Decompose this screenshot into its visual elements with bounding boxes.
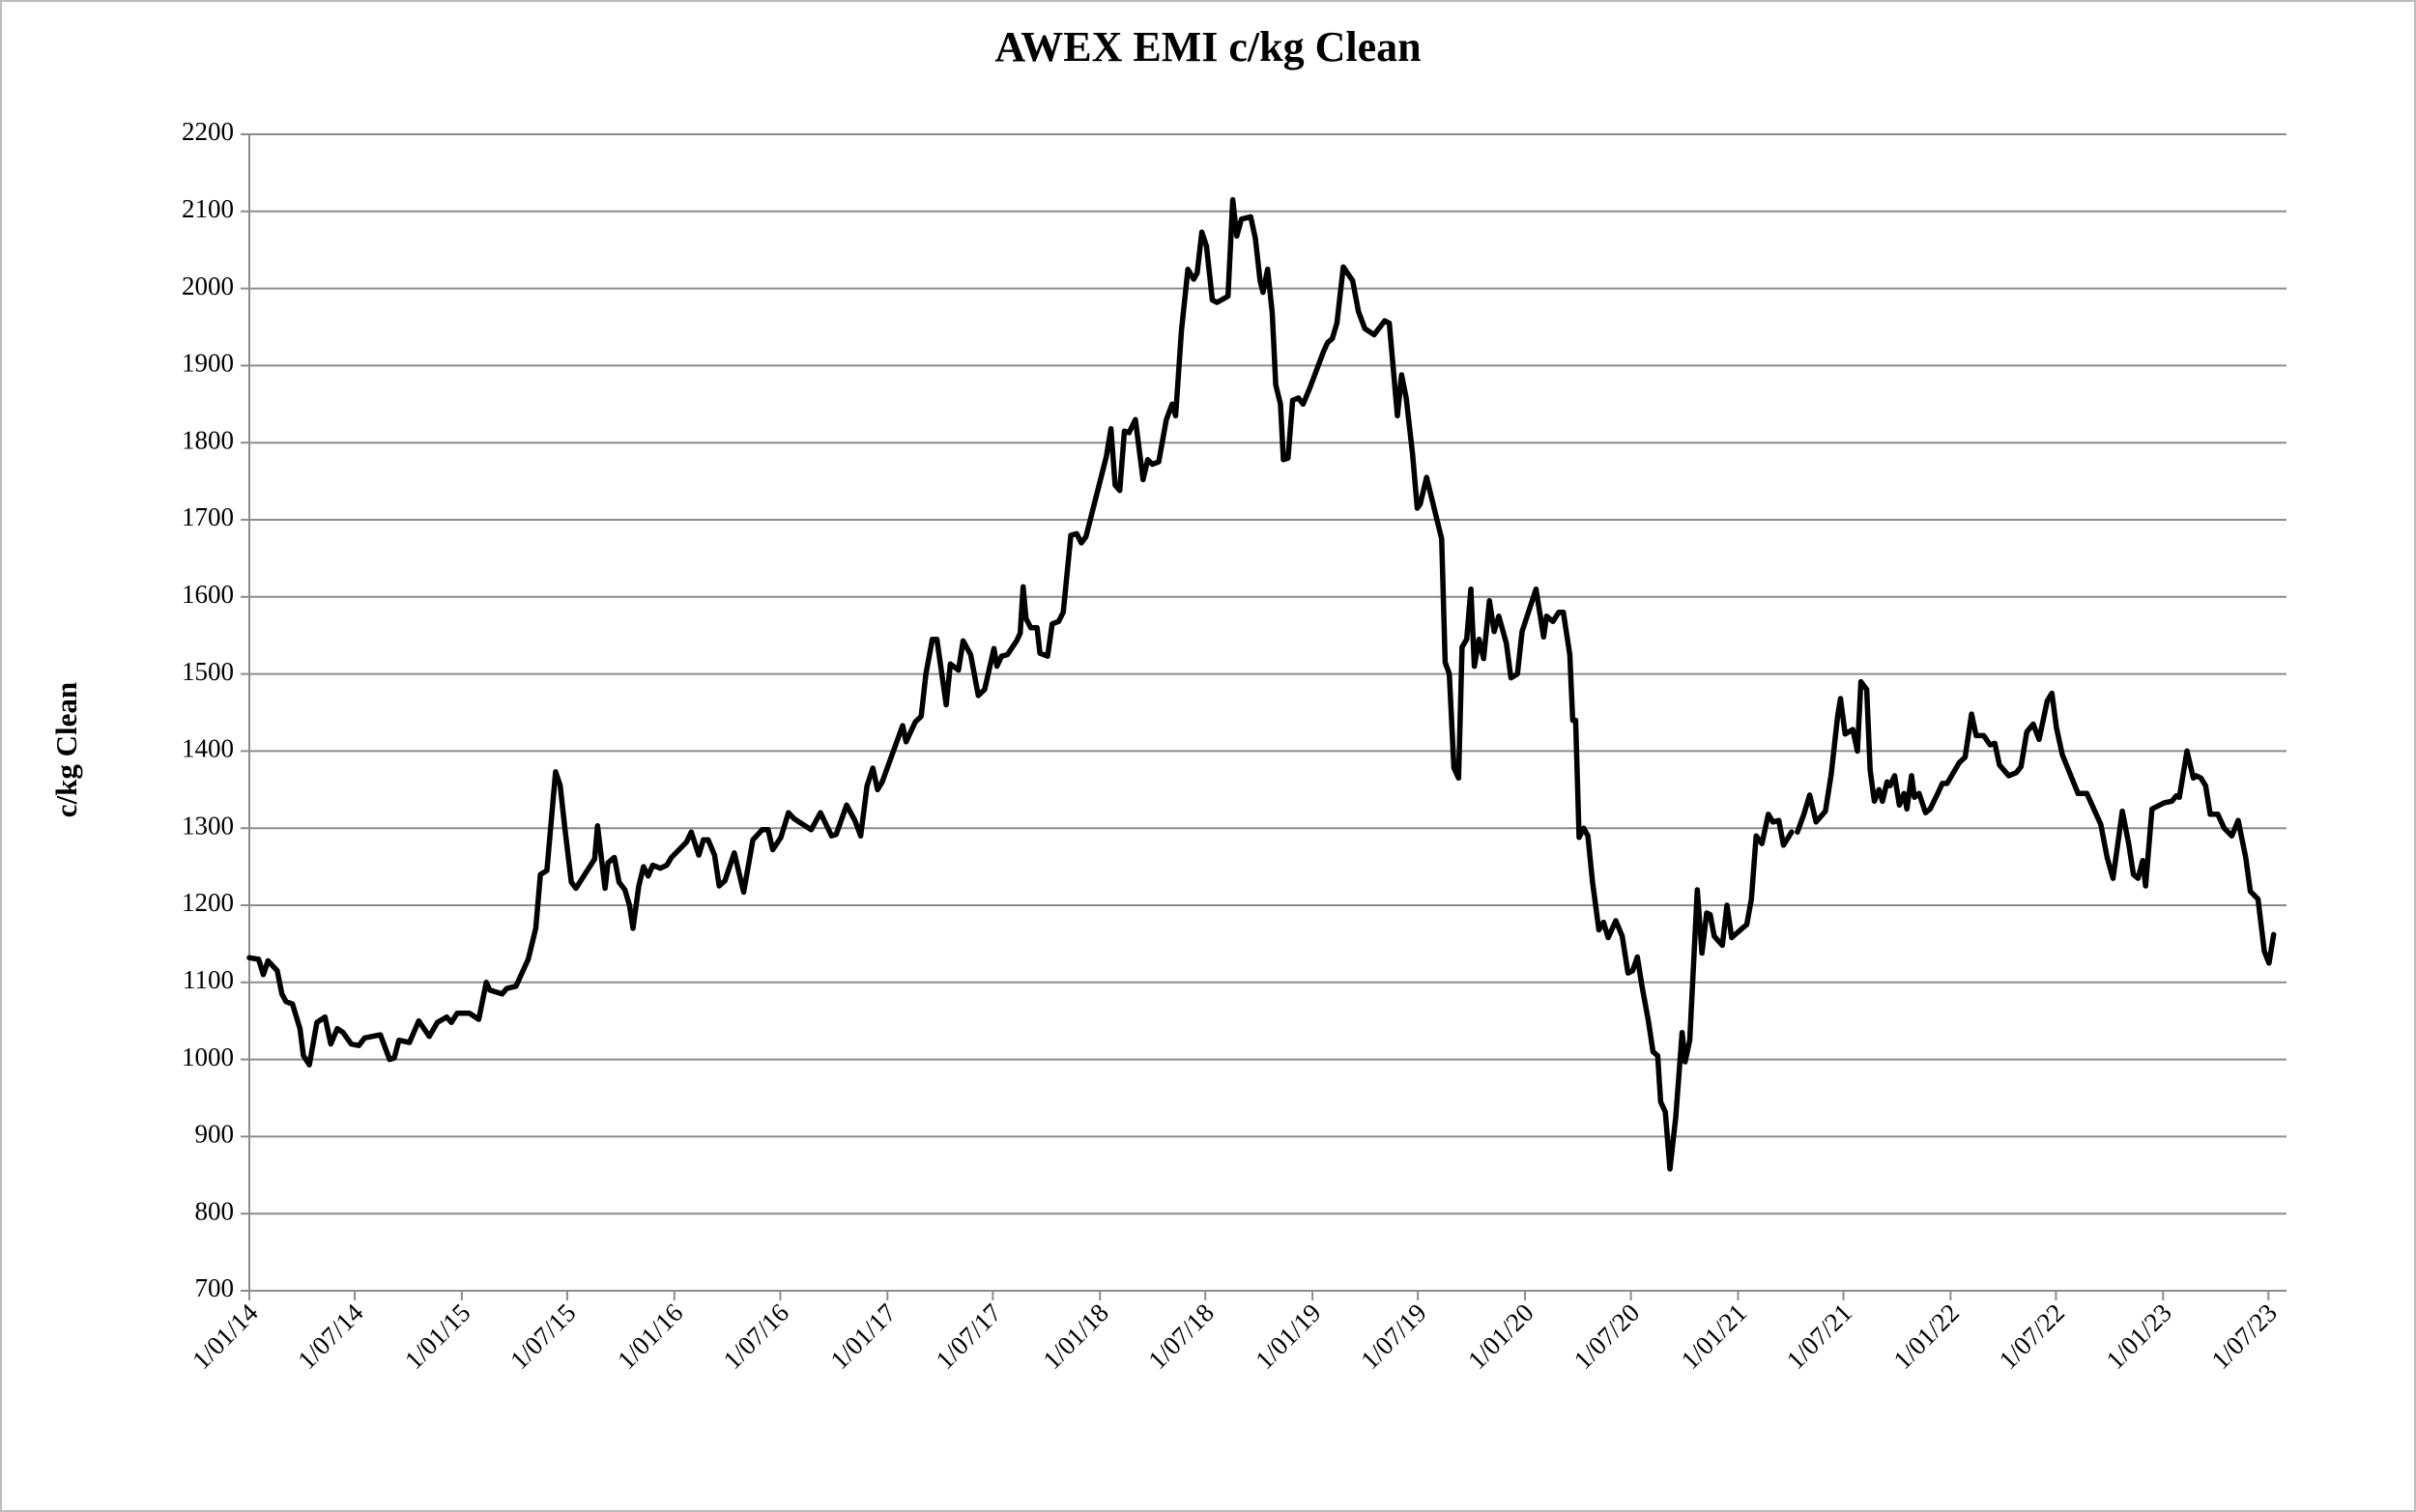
- y-tick-label: 1500: [182, 657, 234, 686]
- y-tick-label: 900: [195, 1120, 235, 1149]
- data-line: [246, 197, 2277, 1172]
- y-tick-label: 2200: [182, 117, 234, 146]
- y-axis-label: c/kg Clean: [49, 682, 83, 817]
- y-tick-label: 1700: [182, 502, 234, 531]
- y-tick-label: 1300: [182, 811, 234, 840]
- y-tick-label: 1000: [182, 1042, 234, 1071]
- y-tick-label: 1800: [182, 425, 234, 454]
- y-tick-label: 1900: [182, 349, 234, 378]
- y-tick-label: 800: [195, 1196, 235, 1225]
- plot: [246, 197, 2277, 1172]
- y-tick-label: 2000: [182, 271, 234, 300]
- chart-title: AWEX EMI c/kg Clean: [994, 23, 1421, 71]
- y-tick-label: 1600: [182, 580, 234, 609]
- y-tick-label: 1100: [183, 965, 234, 994]
- y-tick-label: 1400: [182, 734, 234, 763]
- y-tick-label: 1200: [182, 888, 234, 917]
- y-tick-label: 2100: [182, 194, 234, 223]
- y-tick-label: 700: [195, 1273, 235, 1302]
